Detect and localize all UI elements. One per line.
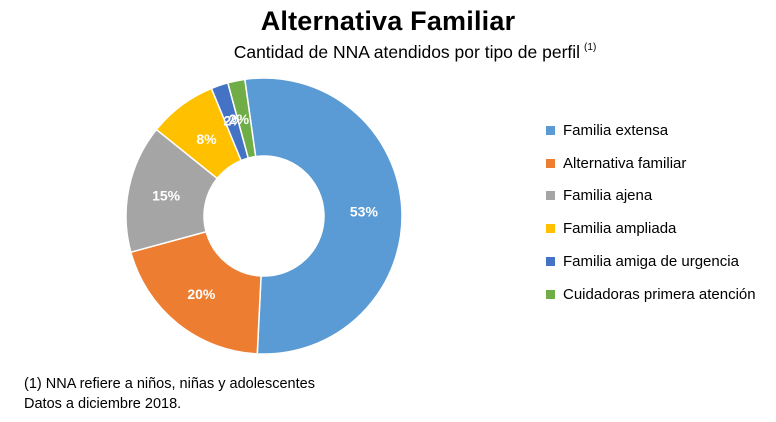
legend-item-alternativa-familiar: Alternativa familiar [546, 147, 756, 180]
data-label-familia-ampliada: 8% [196, 131, 217, 147]
legend-swatch [546, 257, 555, 267]
legend-item-familia-extensa: Familia extensa [546, 114, 756, 147]
legend-item-familia-amiga-de-urgencia: Familia amiga de urgencia [546, 245, 756, 278]
legend-item-familia-ajena: Familia ajena [546, 180, 756, 213]
footnotes: (1) NNA refiere a niños, niñas y adolesc… [24, 374, 315, 414]
data-label-alternativa-familiar: 20% [187, 286, 216, 302]
data-label-cuidadoras-primera-atencion: 2% [229, 111, 250, 127]
legend-item-familia-ampliada: Familia ampliada [546, 212, 756, 245]
legend-label: Familia ajena [563, 187, 653, 205]
slice-familia-extensa [243, 77, 403, 355]
legend-swatch [546, 191, 555, 201]
chart-subtitle-text: Cantidad de NNA atendidos por tipo de pe… [233, 42, 581, 62]
legend-item-cuidadoras-primera-atencion: Cuidadoras primera atención [546, 278, 756, 311]
footnote-date: Datos a diciembre 2018. [24, 396, 182, 412]
legend-label: Familia extensa [563, 121, 669, 139]
legend-label: Familia ampliada [563, 220, 677, 238]
data-label-familia-ajena: 15% [152, 188, 181, 204]
chart-title: Alternativa Familiar [260, 6, 516, 36]
chart-legend: Familia extensa Alternativa familiar Famil… [546, 114, 756, 311]
legend-label: Alternativa familiar [563, 154, 687, 172]
slice-cuidadoras-primera-atencion [226, 78, 257, 160]
subtitle-note-marker: (1) [584, 42, 597, 53]
footnote-nna: (1) NNA refiere a niños, niñas y adolesc… [24, 376, 315, 392]
legend-label: Cuidadoras primera atención [563, 285, 756, 303]
legend-swatch [546, 224, 555, 234]
legend-swatch [546, 158, 555, 168]
legend-swatch [546, 125, 555, 135]
data-label-familia-extensa: 53% [350, 203, 379, 219]
legend-label: Familia amiga de urgencia [563, 253, 739, 271]
slice-alternativa-familiar [129, 230, 262, 355]
chart-subtitle: Cantidad de NNA atendidos por tipo de pe… [0, 42, 776, 63]
legend-swatch [546, 289, 555, 299]
